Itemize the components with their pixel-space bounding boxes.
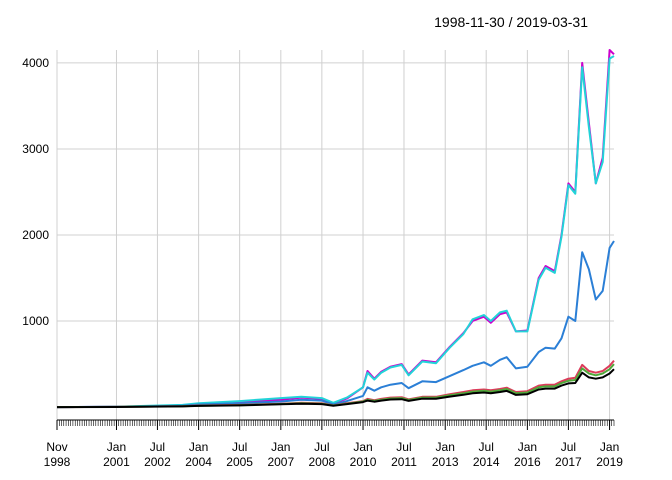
- x-tick-label: 2005: [226, 455, 253, 469]
- x-tick-label: Jan: [189, 440, 208, 454]
- x-tick-label: 1998: [44, 455, 71, 469]
- x-tick-label: 2011: [391, 455, 417, 469]
- x-tick-label: Jan: [518, 440, 537, 454]
- x-tick-label: Jul: [561, 440, 576, 454]
- x-tick-label: 2010: [350, 455, 377, 469]
- x-tick-label: 2013: [432, 455, 459, 469]
- x-tick-label: Nov: [46, 440, 67, 454]
- y-tick-label: 2000: [22, 228, 49, 242]
- chart-title: 1998-11-30 / 2019-03-31: [434, 14, 588, 30]
- x-tick-label: Jan: [600, 440, 619, 454]
- series-line: [56, 368, 615, 409]
- x-tick-label: Jul: [314, 440, 329, 454]
- series-line: [56, 359, 615, 409]
- x-tick-label: 2014: [473, 455, 500, 469]
- y-tick-label: 3000: [22, 142, 49, 156]
- x-tick-label: 2002: [144, 455, 171, 469]
- y-tick-label: 4000: [22, 56, 49, 70]
- x-tick-label: Jan: [436, 440, 455, 454]
- x-tick-label: Jul: [150, 440, 165, 454]
- series-line: [56, 363, 615, 409]
- x-tick-label: 2004: [185, 455, 212, 469]
- x-tick-label: 2007: [267, 455, 294, 469]
- x-tick-label: Jan: [353, 440, 372, 454]
- x-tick-label: Jul: [396, 440, 411, 454]
- series-line: [56, 49, 615, 409]
- x-tick-label: 2019: [596, 455, 623, 469]
- y-tick-label: 1000: [22, 314, 49, 328]
- y-axis: 1000 2000 3000 4000: [22, 56, 49, 328]
- series-line: [56, 240, 615, 409]
- x-tick-label: Jan: [271, 440, 290, 454]
- x-tick-label: 2016: [514, 455, 541, 469]
- x-tick-label: 2001: [103, 455, 130, 469]
- x-tick-label: 2017: [555, 455, 582, 469]
- series-line: [56, 55, 615, 409]
- x-tick-label: Jul: [232, 440, 247, 454]
- x-tick-label: 2008: [308, 455, 335, 469]
- x-tick-label: Jul: [479, 440, 494, 454]
- x-tick-label: Jan: [107, 440, 126, 454]
- grid-lines: [56, 50, 614, 420]
- x-axis: Nov1998Jan2001Jul2002Jan2004Jul2005Jan20…: [44, 419, 623, 469]
- series-lines: [56, 49, 615, 409]
